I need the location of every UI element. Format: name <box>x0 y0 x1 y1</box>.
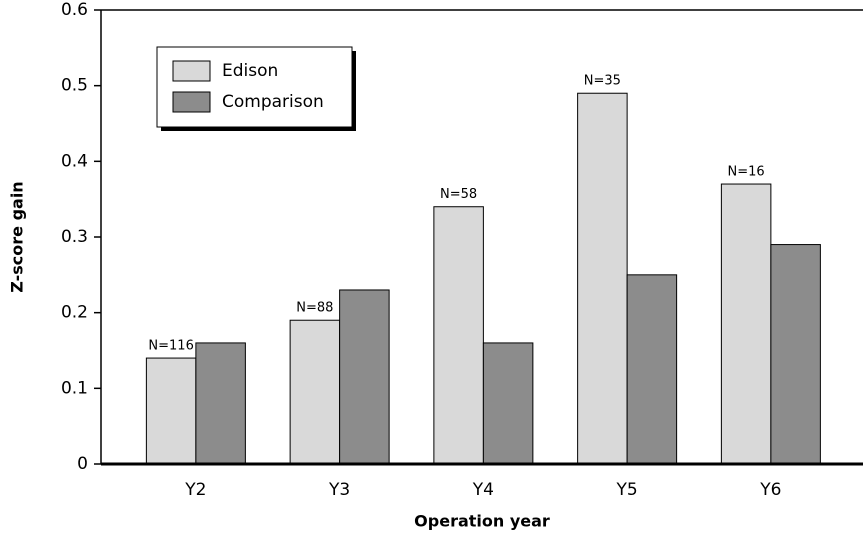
bar <box>145 357 197 465</box>
bar <box>482 342 534 465</box>
x-axis-label: Operation year <box>414 512 550 531</box>
x-tick-label: Y4 <box>472 480 494 500</box>
legend-label: Comparison <box>222 92 324 112</box>
y-tick-label: 0.2 <box>61 303 88 323</box>
legend-swatch <box>172 60 211 82</box>
bar-annotation: N=116 <box>148 339 193 354</box>
y-tick-label: 0 <box>77 454 88 474</box>
bar-annotation: N=35 <box>584 74 621 89</box>
bar <box>720 183 772 465</box>
y-tick-label: 0.4 <box>61 151 88 171</box>
bar <box>626 274 678 465</box>
bar <box>195 342 246 465</box>
bar <box>339 289 390 465</box>
bar <box>433 206 484 465</box>
y-tick-label: 0.1 <box>61 378 88 398</box>
bar-annotation: N=58 <box>440 187 477 202</box>
legend <box>156 46 353 128</box>
y-tick-label: 0.5 <box>61 76 88 96</box>
bar <box>577 92 628 465</box>
bar <box>289 319 341 465</box>
y-tick-label: 0.3 <box>61 227 88 247</box>
bar <box>770 244 821 465</box>
bar-annotation: N=88 <box>296 301 333 316</box>
legend-label: Edison <box>222 61 278 81</box>
x-tick-label: Y3 <box>328 480 350 500</box>
y-tick-label: 0.6 <box>61 0 88 20</box>
x-tick-label: Y5 <box>616 480 638 500</box>
y-axis-label: Z-score gain <box>8 181 27 292</box>
bar-annotation: N=16 <box>728 165 765 180</box>
legend-swatch <box>172 91 211 113</box>
x-tick-label: Y2 <box>184 480 206 500</box>
x-tick-label: Y6 <box>759 480 781 500</box>
